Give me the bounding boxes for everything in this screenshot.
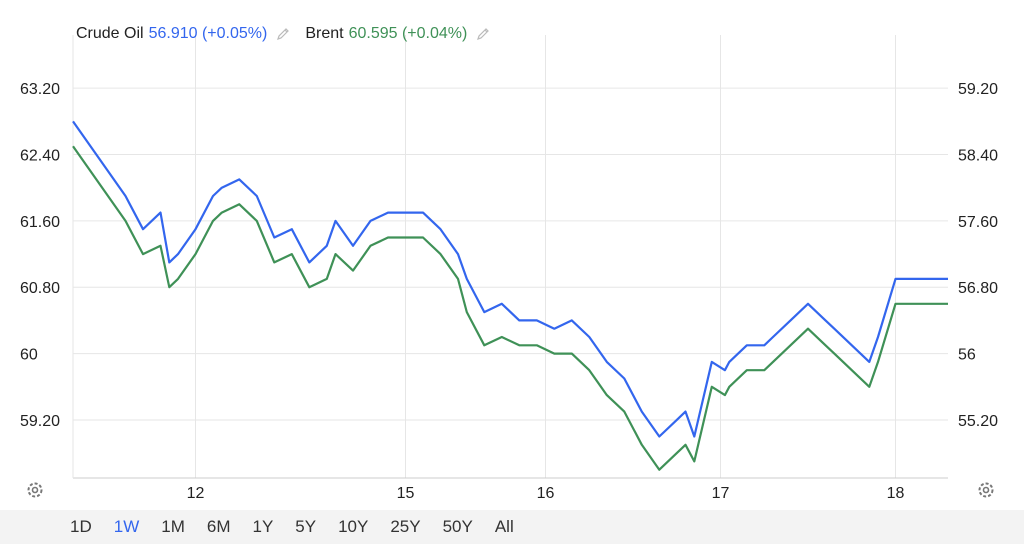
pencil-icon[interactable] [475, 26, 491, 42]
chart-area[interactable]: 63.20 62.40 61.60 60.80 60 59.20 59.20 58.40 57.… [0, 0, 1024, 510]
left-tick-label: 59.20 [20, 413, 60, 430]
left-tick-label: 60.80 [20, 280, 60, 297]
right-tick-label: 56 [958, 347, 976, 364]
range-button-5y[interactable]: 5Y [295, 517, 317, 536]
range-button-all[interactable]: All [494, 517, 514, 536]
range-button-1d[interactable]: 1D [70, 517, 92, 536]
pencil-icon[interactable] [275, 26, 291, 42]
series-line-crude-oil [72, 120, 948, 438]
legend-crude-value: 56.910 (+0.05%) [148, 25, 268, 42]
range-button-1y[interactable]: 1Y [252, 517, 274, 536]
right-tick-label: 56.80 [958, 280, 998, 297]
range-button-6m[interactable]: 6M [206, 517, 231, 536]
range-button-50y[interactable]: 50Y [442, 517, 473, 536]
right-tick-label: 58.40 [958, 148, 998, 165]
range-toolbar: 1D 1W 1M 6M 1Y 5Y 10Y 25Y 50Y All [0, 510, 1024, 544]
left-tick-label: 60 [20, 347, 38, 364]
chart-svg: 63.20 62.40 61.60 60.80 60 59.20 59.20 58.40 57.… [20, 35, 998, 502]
left-tick-label: 61.60 [20, 214, 60, 231]
x-tick-label: 18 [887, 485, 905, 502]
x-tick-label: 16 [537, 485, 555, 502]
left-tick-label: 62.40 [20, 148, 60, 165]
range-button-1w[interactable]: 1W [113, 517, 140, 536]
right-tick-label: 55.20 [958, 413, 998, 430]
right-tick-label: 59.20 [958, 81, 998, 98]
series-line-brent [72, 145, 948, 471]
x-tick-label: 12 [187, 485, 205, 502]
right-axis-gear-icon[interactable] [976, 480, 996, 500]
range-button-1m[interactable]: 1M [161, 517, 185, 536]
x-tick-label: 17 [712, 485, 730, 502]
legend: Crude Oil 56.910 (+0.05%) Brent 60.595 (… [76, 25, 505, 43]
legend-brent-value: 60.595 (+0.04%) [348, 25, 468, 42]
legend-crude-name: Crude Oil [76, 25, 144, 42]
range-button-10y[interactable]: 10Y [338, 517, 369, 536]
right-tick-label: 57.60 [958, 214, 998, 231]
x-tick-label: 15 [397, 485, 415, 502]
legend-brent-name: Brent [305, 25, 344, 42]
left-axis-gear-icon[interactable] [25, 480, 45, 500]
range-button-25y[interactable]: 25Y [390, 517, 421, 536]
left-tick-label: 63.20 [20, 81, 60, 98]
